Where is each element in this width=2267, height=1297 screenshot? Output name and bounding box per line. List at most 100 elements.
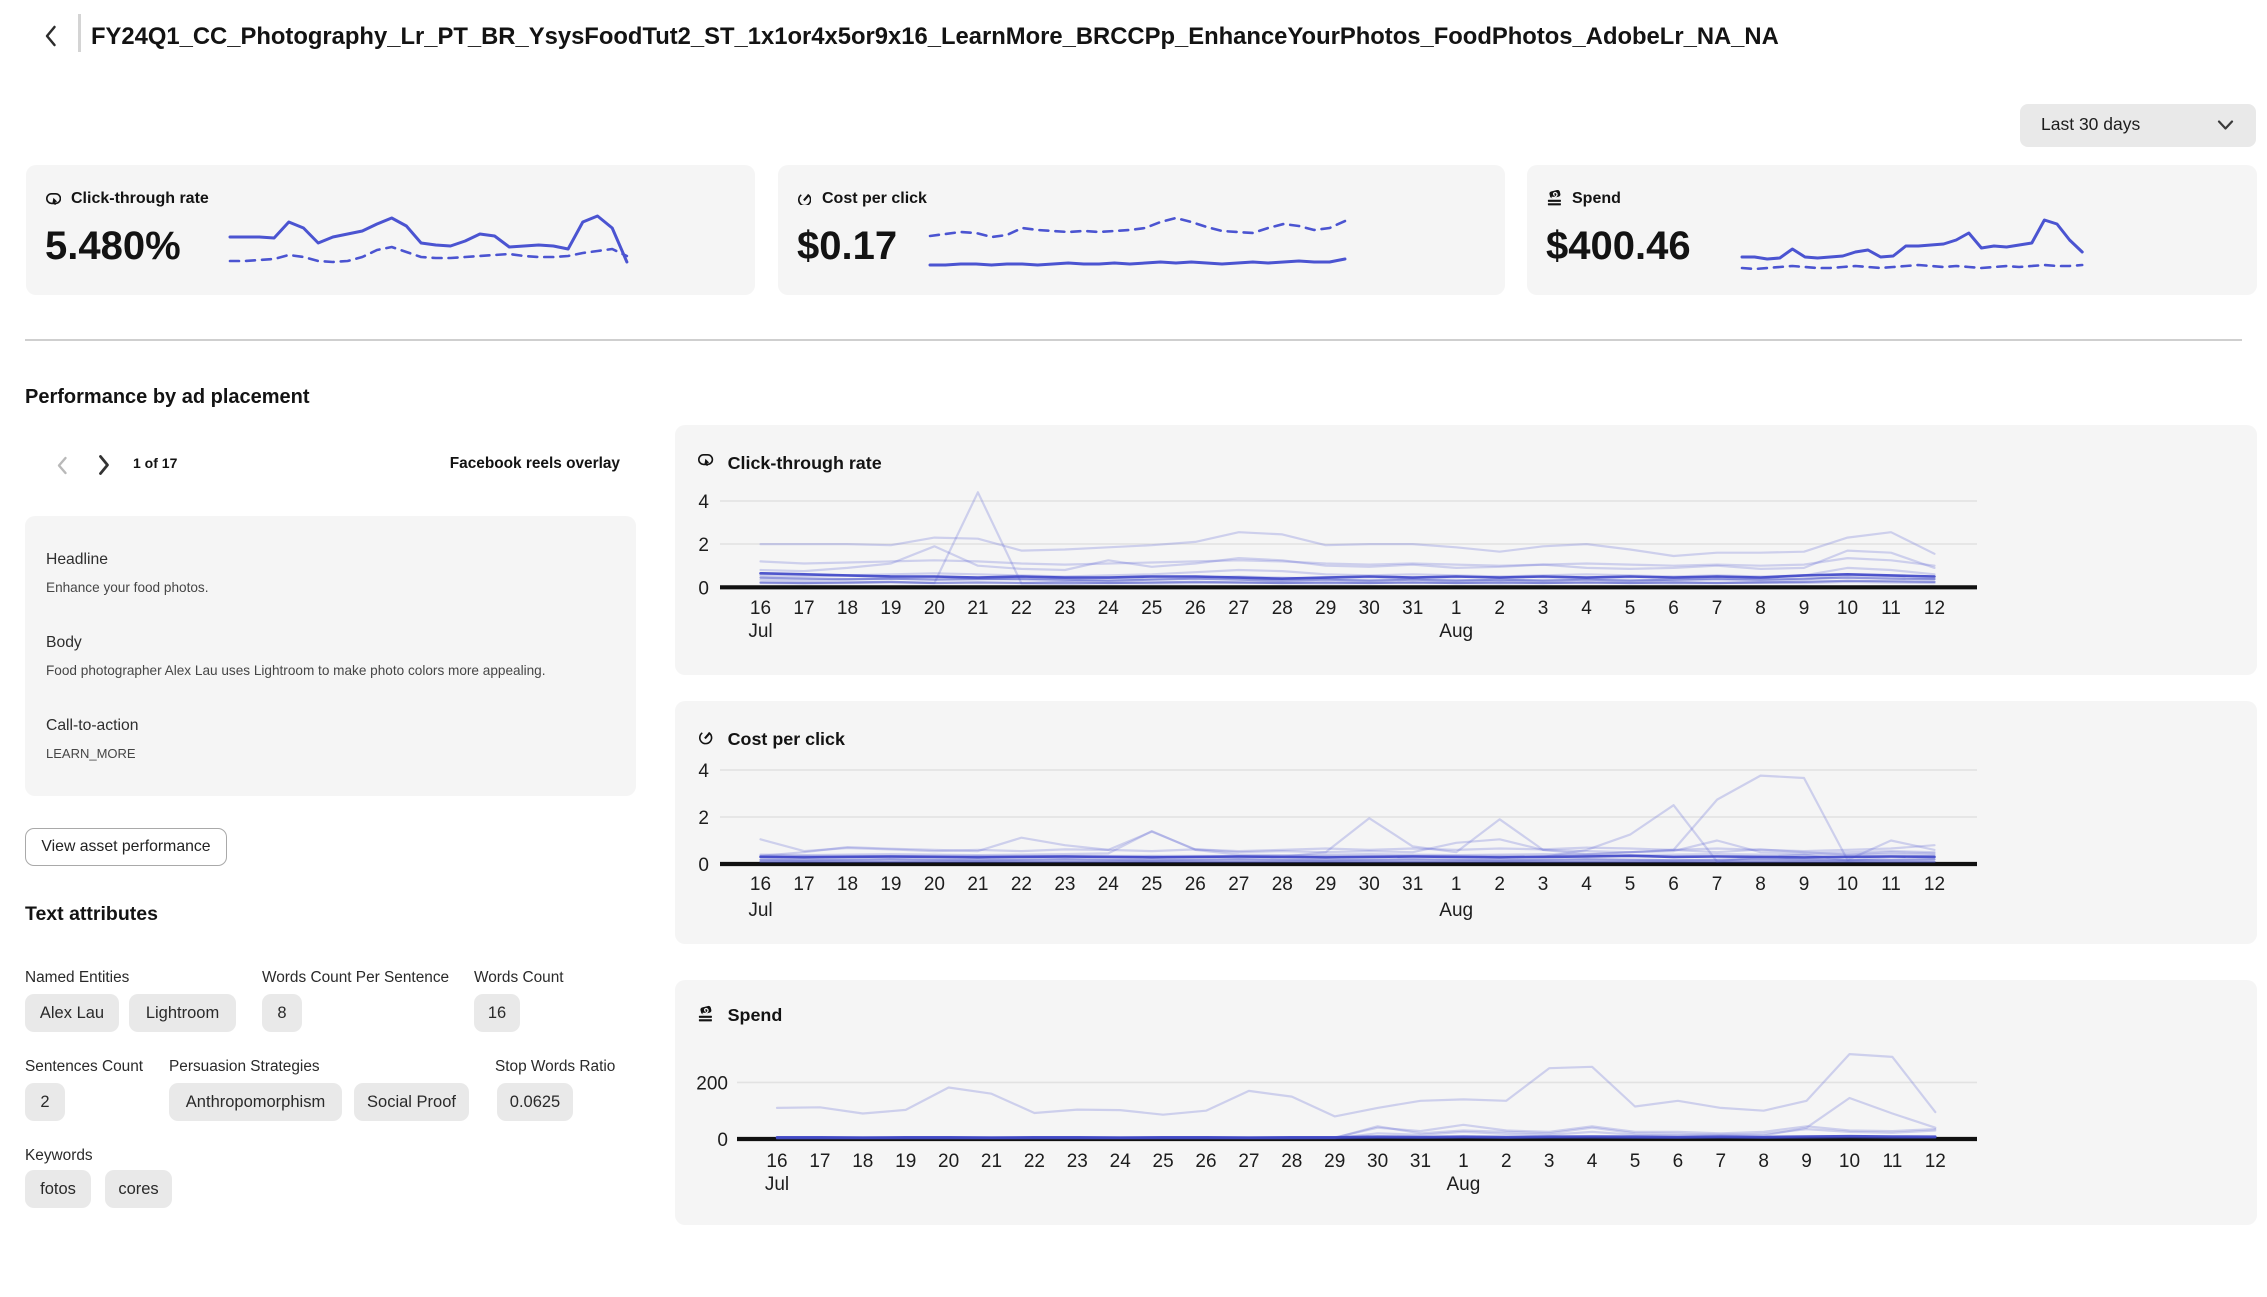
svg-text:Aug: Aug [1439, 621, 1473, 642]
svg-text:22: 22 [1024, 1151, 1045, 1172]
svg-text:0: 0 [717, 1130, 728, 1151]
svg-text:Jul: Jul [748, 621, 772, 642]
svg-text:3: 3 [1538, 598, 1549, 619]
svg-text:0: 0 [698, 578, 709, 599]
svg-text:20: 20 [938, 1151, 959, 1172]
svg-text:200: 200 [696, 1073, 728, 1094]
svg-text:17: 17 [809, 1151, 830, 1172]
svg-text:12: 12 [1925, 1151, 1946, 1172]
svg-text:11: 11 [1881, 598, 1901, 619]
svg-text:31: 31 [1410, 1151, 1431, 1172]
svg-text:29: 29 [1315, 874, 1336, 895]
svg-text:8: 8 [1758, 1151, 1769, 1172]
svg-text:30: 30 [1367, 1151, 1388, 1172]
svg-text:16: 16 [766, 1151, 787, 1172]
svg-text:26: 26 [1185, 874, 1206, 895]
svg-text:23: 23 [1067, 1151, 1088, 1172]
svg-text:12: 12 [1924, 874, 1945, 895]
svg-text:23: 23 [1054, 874, 1075, 895]
svg-text:18: 18 [852, 1151, 873, 1172]
svg-text:2: 2 [1501, 1151, 1512, 1172]
svg-text:25: 25 [1153, 1151, 1174, 1172]
svg-text:2: 2 [698, 808, 709, 829]
svg-text:4: 4 [698, 492, 709, 513]
svg-text:Jul: Jul [748, 900, 772, 921]
svg-text:19: 19 [880, 874, 901, 895]
svg-text:1: 1 [1451, 874, 1462, 895]
svg-text:Aug: Aug [1439, 900, 1473, 921]
svg-text:28: 28 [1281, 1151, 1302, 1172]
svg-text:8: 8 [1755, 598, 1766, 619]
svg-text:4: 4 [1587, 1151, 1598, 1172]
svg-text:10: 10 [1837, 874, 1858, 895]
svg-text:10: 10 [1837, 598, 1858, 619]
svg-text:26: 26 [1195, 1151, 1216, 1172]
svg-text:1: 1 [1451, 598, 1462, 619]
svg-text:9: 9 [1801, 1151, 1812, 1172]
svg-text:11: 11 [1881, 874, 1901, 895]
svg-text:19: 19 [895, 1151, 916, 1172]
svg-text:5: 5 [1630, 1151, 1641, 1172]
svg-text:21: 21 [967, 874, 988, 895]
svg-text:29: 29 [1315, 598, 1336, 619]
svg-text:24: 24 [1098, 598, 1120, 619]
svg-text:17: 17 [793, 874, 814, 895]
svg-text:4: 4 [1581, 598, 1592, 619]
svg-text:17: 17 [793, 598, 814, 619]
svg-text:27: 27 [1228, 874, 1249, 895]
svg-text:Spend: Spend [728, 1005, 783, 1025]
svg-text:16: 16 [750, 874, 771, 895]
svg-text:8: 8 [1755, 874, 1766, 895]
svg-text:20: 20 [924, 598, 945, 619]
svg-text:24: 24 [1110, 1151, 1132, 1172]
svg-text:7: 7 [1712, 874, 1723, 895]
svg-text:30: 30 [1359, 874, 1380, 895]
svg-text:7: 7 [1716, 1151, 1727, 1172]
svg-text:22: 22 [1011, 598, 1032, 619]
svg-text:28: 28 [1272, 598, 1293, 619]
svg-text:16: 16 [750, 598, 771, 619]
svg-text:18: 18 [837, 598, 858, 619]
svg-text:Click-through rate: Click-through rate [728, 453, 882, 473]
svg-text:4: 4 [698, 761, 709, 782]
svg-text:21: 21 [981, 1151, 1002, 1172]
svg-text:23: 23 [1054, 598, 1075, 619]
svg-text:9: 9 [1799, 874, 1810, 895]
svg-text:12: 12 [1924, 598, 1945, 619]
svg-text:29: 29 [1324, 1151, 1345, 1172]
svg-text:4: 4 [1581, 874, 1592, 895]
svg-text:5: 5 [1625, 874, 1636, 895]
svg-text:6: 6 [1668, 874, 1679, 895]
svg-text:Jul: Jul [765, 1174, 789, 1195]
svg-text:10: 10 [1839, 1151, 1860, 1172]
svg-text:28: 28 [1272, 874, 1293, 895]
svg-text:3: 3 [1544, 1151, 1555, 1172]
svg-text:25: 25 [1141, 598, 1162, 619]
svg-text:31: 31 [1402, 874, 1423, 895]
svg-text:18: 18 [837, 874, 858, 895]
svg-text:27: 27 [1228, 598, 1249, 619]
svg-text:25: 25 [1141, 874, 1162, 895]
svg-text:0: 0 [698, 855, 709, 876]
svg-text:30: 30 [1359, 598, 1380, 619]
svg-text:26: 26 [1185, 598, 1206, 619]
svg-text:20: 20 [924, 874, 945, 895]
svg-text:24: 24 [1098, 874, 1120, 895]
svg-text:11: 11 [1883, 1151, 1903, 1172]
svg-text:5: 5 [1625, 598, 1636, 619]
svg-text:6: 6 [1673, 1151, 1684, 1172]
svg-text:Cost per click: Cost per click [728, 729, 845, 749]
svg-text:6: 6 [1668, 598, 1679, 619]
svg-text:31: 31 [1402, 598, 1423, 619]
svg-text:2: 2 [1494, 598, 1505, 619]
svg-text:3: 3 [1538, 874, 1549, 895]
svg-text:9: 9 [1799, 598, 1810, 619]
svg-text:2: 2 [1494, 874, 1505, 895]
svg-text:1: 1 [1458, 1151, 1469, 1172]
svg-text:21: 21 [967, 598, 988, 619]
svg-text:19: 19 [880, 598, 901, 619]
svg-text:27: 27 [1238, 1151, 1259, 1172]
svg-text:2: 2 [698, 535, 709, 556]
svg-text:7: 7 [1712, 598, 1723, 619]
svg-text:22: 22 [1011, 874, 1032, 895]
